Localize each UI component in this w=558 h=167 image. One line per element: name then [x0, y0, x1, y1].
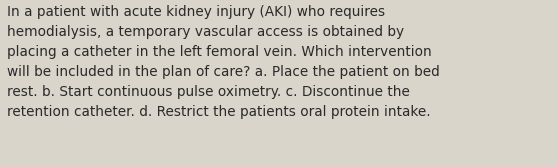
Text: In a patient with acute kidney injury (AKI) who requires
hemodialysis, a tempora: In a patient with acute kidney injury (A… — [7, 5, 440, 119]
